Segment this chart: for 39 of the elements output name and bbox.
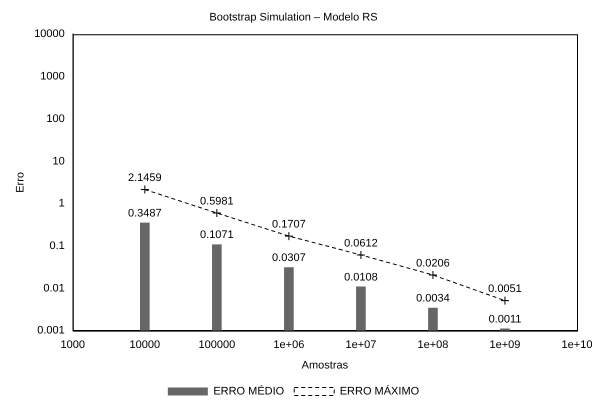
point (140, 185, 150, 194)
point (212, 208, 222, 218)
x-axis-title: Amostras (302, 359, 349, 372)
point (284, 232, 294, 241)
x-tick-label: 1e+07 (345, 339, 376, 352)
x-tick-label: 1e+08 (417, 339, 448, 352)
point (356, 250, 366, 260)
legend-label: ERRO MÁXIMO (340, 384, 420, 398)
x-tick-label: 1e+10 (562, 339, 592, 352)
data-label: 0.0051 (488, 283, 522, 296)
data-label: 0.0108 (344, 271, 378, 284)
y-tick-label: 0.001 (37, 324, 65, 337)
legend-label: ERRO MÉDIO (213, 384, 285, 398)
x-tick-label: 10000 (130, 339, 160, 352)
y-tick-label: 0.01 (43, 282, 65, 294)
y-tick-label: 1 (58, 198, 65, 210)
data-label: 0.5981 (200, 196, 234, 208)
point (428, 270, 438, 280)
y-tick-label: 100 (46, 112, 65, 125)
y-tick-label: 10 (52, 155, 65, 168)
x-tick-label: 100000 (198, 339, 236, 352)
data-label: 0.0206 (416, 258, 450, 270)
y-tick-label: 0.1 (49, 240, 65, 252)
data-label: 0.3487 (128, 207, 162, 220)
data-label: 2.1459 (128, 172, 162, 184)
data-label: 0.1707 (272, 218, 306, 231)
y-tick-label: 10000 (34, 28, 65, 40)
x-tick-label: 1e+09 (490, 339, 520, 352)
y-tick-label: 1000 (40, 70, 65, 83)
data-label: 0.0034 (416, 292, 450, 305)
data-label: 0.0307 (272, 252, 306, 264)
chart-title: Bootstrap Simulation – Modelo RS (209, 12, 378, 24)
x-tick-label: 1e+06 (273, 339, 304, 352)
data-label: 0.0011 (488, 313, 522, 326)
x-tick-label: 1000 (60, 339, 86, 352)
data-label: 0.0612 (344, 237, 378, 250)
data-label: 0.1071 (200, 229, 234, 242)
point (500, 296, 510, 306)
y-axis-title: Erro (14, 172, 27, 193)
